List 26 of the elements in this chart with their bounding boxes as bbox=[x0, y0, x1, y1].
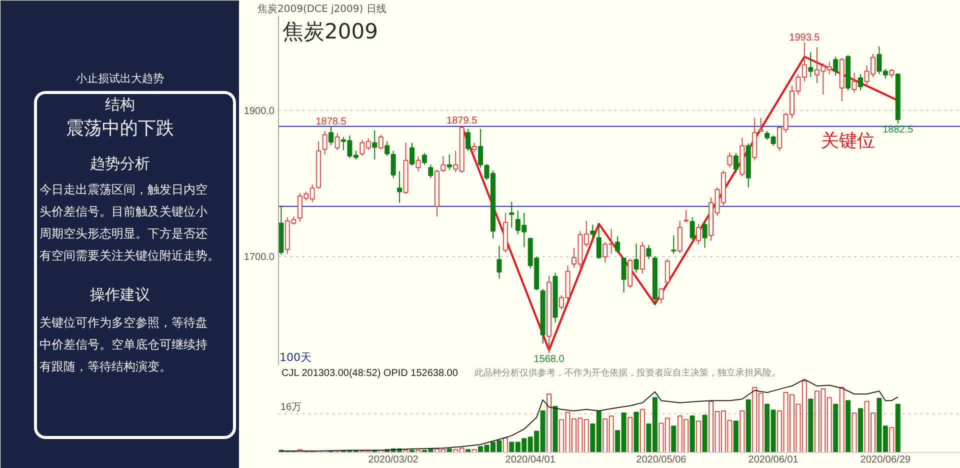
y-tick-label: 1700.0 bbox=[244, 252, 275, 264]
text: 此品种分析仅供参考，不作为开仓依据，投资者应自主决策，独立承担风险。 bbox=[474, 368, 780, 378]
x-tick-label: 2020/05/06 bbox=[636, 454, 687, 466]
annotation: 100天 bbox=[280, 351, 312, 364]
chart-subtitle: 焦炭2009(DCE j2009) 日线 bbox=[258, 3, 386, 15]
text: 1879.5 bbox=[446, 116, 478, 127]
text: 小止损试出大趋势 bbox=[76, 72, 164, 85]
ref-line-label: 关键位 bbox=[821, 130, 876, 152]
text: 1993.5 bbox=[789, 32, 820, 44]
x-tick-label: 2020/06/01 bbox=[748, 454, 799, 466]
text: 1568.0 bbox=[534, 354, 564, 366]
text: 1882.5 bbox=[882, 124, 914, 136]
x-tick-label: 2020/06/29 bbox=[860, 454, 911, 466]
x-tick-label: 2020/03/02 bbox=[368, 454, 419, 466]
text: 1878.5 bbox=[316, 116, 346, 128]
text: 震荡中的下跌 bbox=[66, 118, 174, 139]
text: 结构 bbox=[105, 96, 135, 114]
ref-line-label: 16万 bbox=[280, 402, 302, 413]
chart-subtitle: CJL 201303.00(48:52) OPID 152638.00 bbox=[282, 368, 458, 379]
y-tick-label: 1900.0 bbox=[244, 106, 275, 118]
x-tick-label: 2020/04/01 bbox=[505, 454, 556, 466]
chart-title: 焦炭2009 bbox=[282, 20, 378, 44]
text: 今日走出震荡区间，触发日内空头价差信号。目前触及关键位小周期空头形态明显。下方是否还有空间需要关注关键位附近走势。 bbox=[40, 182, 220, 262]
text: 关键位可作为多空参照，等待盘中价差信号。空单底仓可继续持有跟随，等待结构演变。 bbox=[40, 316, 208, 374]
text: 操作建议 bbox=[90, 286, 150, 304]
text: 趋势分析 bbox=[90, 154, 150, 172]
